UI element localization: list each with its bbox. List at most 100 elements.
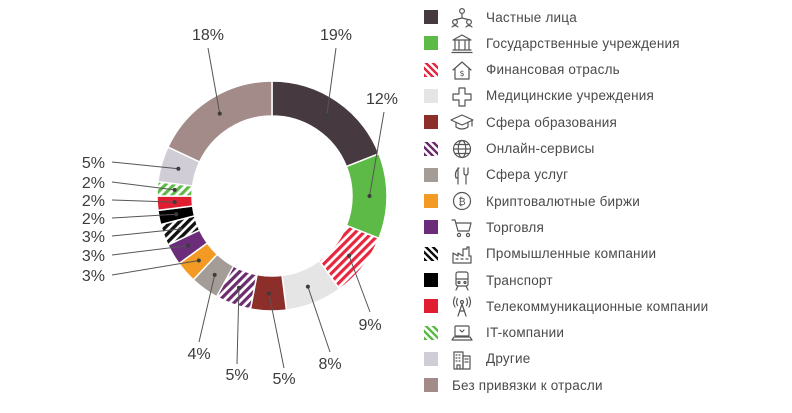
legend-swatch bbox=[424, 299, 438, 314]
slice-1 bbox=[271, 80, 380, 168]
leader-line-5 bbox=[268, 293, 285, 369]
legend-item-9: Торговля bbox=[424, 216, 544, 238]
svg-text:₿: ₿ bbox=[458, 196, 465, 208]
legend-swatch bbox=[424, 36, 438, 51]
legend-item-8: ₿ Криптовалютные биржи bbox=[424, 190, 640, 212]
leader-dot-4 bbox=[305, 284, 310, 289]
donut-slices bbox=[156, 80, 388, 312]
legend-swatch bbox=[424, 88, 438, 103]
data-label-1: 19% bbox=[320, 27, 352, 44]
legend-item-13: IT-компании bbox=[424, 322, 564, 344]
leader-line-4 bbox=[307, 286, 331, 353]
slice-2 bbox=[345, 152, 388, 240]
legend-swatch bbox=[424, 246, 438, 261]
leader-dot-3 bbox=[347, 253, 352, 258]
leader-line-15 bbox=[207, 47, 221, 114]
legend-item-2: Государственные учреждения bbox=[424, 32, 680, 54]
leader-dot-5 bbox=[266, 291, 271, 296]
legend-item-1: Частные лица bbox=[424, 6, 577, 28]
people-network-icon bbox=[450, 6, 474, 28]
train-icon bbox=[450, 269, 474, 291]
legend-swatch bbox=[424, 141, 438, 156]
leader-line-10 bbox=[111, 228, 181, 237]
svg-text:$: $ bbox=[459, 69, 464, 78]
leader-line-1 bbox=[326, 47, 337, 116]
legend-item-3: $ Финансовая отрасль bbox=[424, 59, 620, 81]
bitcoin-icon: ₿ bbox=[450, 190, 474, 212]
leader-dot-11 bbox=[174, 212, 179, 217]
leader-line-14 bbox=[111, 161, 179, 170]
legend-swatch bbox=[424, 378, 438, 393]
leader-dot-1 bbox=[324, 113, 329, 118]
data-label-3: 9% bbox=[358, 317, 381, 334]
data-label-13: 2% bbox=[82, 175, 105, 192]
legend-item-7: Сфера услуг bbox=[424, 164, 568, 186]
legend-swatch bbox=[424, 10, 438, 24]
medical-cross-icon bbox=[450, 85, 474, 107]
leader-line-2 bbox=[369, 111, 385, 197]
legend-item-15: Без привязки к отрасли bbox=[424, 374, 603, 396]
legend-label: Сфера услуг bbox=[486, 167, 569, 183]
legend-swatch bbox=[424, 194, 438, 209]
shopping-cart-icon bbox=[450, 216, 474, 238]
data-label-2: 12% bbox=[366, 91, 398, 108]
legend-label: Сфера образования bbox=[486, 114, 618, 130]
legend-item-14: Другие bbox=[424, 348, 530, 370]
leader-lines bbox=[111, 47, 385, 369]
government-building-icon bbox=[450, 32, 474, 54]
legend-label: Криптовалютные биржи bbox=[486, 193, 640, 209]
leader-dot-7 bbox=[212, 272, 217, 277]
data-label-10: 3% bbox=[82, 229, 105, 246]
data-label-5: 5% bbox=[272, 371, 295, 388]
globe-icon bbox=[450, 138, 474, 160]
data-label-12: 2% bbox=[82, 193, 105, 210]
legend-swatch bbox=[424, 167, 438, 182]
data-label-6: 5% bbox=[225, 367, 248, 384]
leader-line-13 bbox=[111, 181, 175, 191]
legend-label: Телекоммуникационные компании bbox=[486, 298, 709, 314]
leader-dot-13 bbox=[172, 187, 177, 192]
leader-dot-6 bbox=[236, 285, 241, 290]
legend-item-10: Промышленные компании bbox=[424, 243, 656, 265]
leader-dot-12 bbox=[172, 200, 177, 205]
graduation-cap-icon bbox=[450, 111, 474, 133]
legend-label: Другие bbox=[486, 351, 531, 367]
leader-dot-9 bbox=[186, 243, 191, 248]
leader-dot-8 bbox=[196, 258, 201, 263]
legend-label: Онлайн-сервисы bbox=[486, 141, 595, 156]
legend-label: IT-компании bbox=[486, 325, 565, 341]
data-label-15: 18% bbox=[192, 27, 224, 44]
legend-swatch bbox=[424, 62, 438, 77]
data-label-11: 2% bbox=[82, 211, 105, 228]
legend-label: Без привязки к отрасли bbox=[452, 377, 603, 393]
antenna-icon bbox=[450, 295, 474, 317]
factory-icon bbox=[450, 243, 474, 265]
leader-line-11 bbox=[111, 213, 177, 219]
legend-swatch bbox=[424, 351, 438, 366]
legend-label: Государственные учреждения bbox=[486, 35, 680, 51]
legend-item-11: Транспорт bbox=[424, 269, 553, 291]
data-label-8: 3% bbox=[82, 268, 105, 285]
leader-line-12 bbox=[111, 199, 175, 203]
percent-labels: 19%12%9%8%5%5%4%3%3%3%2%2%2%5%18% bbox=[82, 27, 398, 388]
leader-line-8 bbox=[111, 259, 199, 276]
slice-15 bbox=[166, 80, 273, 163]
office-building-icon bbox=[450, 348, 474, 370]
data-label-9: 3% bbox=[82, 248, 105, 265]
legend-item-5: Сфера образования bbox=[424, 111, 617, 133]
legend-swatch bbox=[424, 220, 438, 235]
legend-label: Торговля bbox=[486, 219, 544, 235]
legend-label: Медицинские учреждения bbox=[486, 88, 654, 104]
leader-dot-15 bbox=[217, 111, 222, 116]
leader-dot-14 bbox=[176, 166, 181, 171]
leader-line-3 bbox=[348, 255, 371, 313]
leader-line-7 bbox=[198, 274, 216, 343]
legend-swatch bbox=[424, 325, 438, 340]
legend-item-12: Телекоммуникационные компании bbox=[424, 295, 708, 317]
data-label-4: 8% bbox=[318, 356, 341, 373]
legend-label: Транспорт bbox=[486, 272, 553, 288]
laptop-icon bbox=[450, 322, 474, 344]
cutlery-icon bbox=[450, 164, 474, 186]
legend-swatch bbox=[424, 115, 438, 130]
